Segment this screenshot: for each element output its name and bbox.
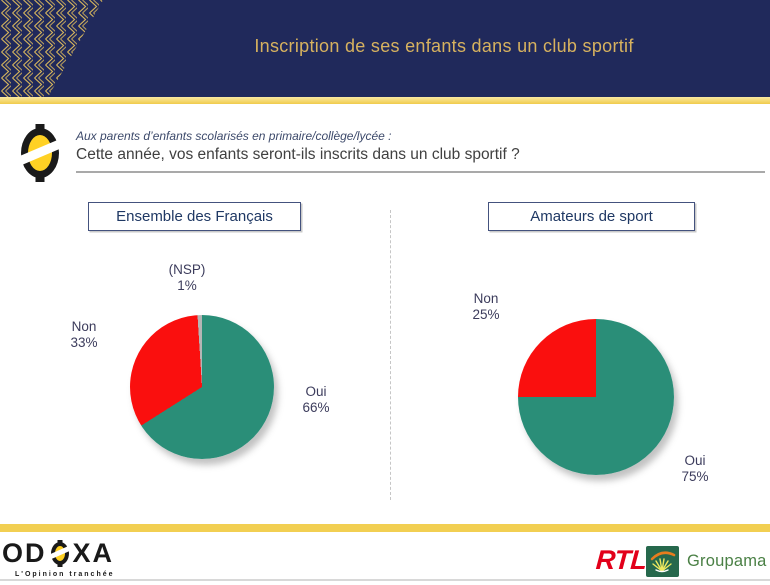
odoxa-o-icon-tab: [57, 540, 62, 543]
question-context: Aux parents d’enfants scolarisés en prim…: [76, 129, 392, 143]
footer-gold-band: [0, 524, 770, 532]
groupama-emblem-icon: [646, 546, 679, 577]
panel-title-label: Amateurs de sport: [530, 208, 653, 225]
odoxa-tagline: L'Opinion tranchée: [15, 571, 115, 578]
pie-label-name: Non: [71, 319, 97, 334]
footer-rule: [0, 579, 770, 581]
pie-chart-ensemble: [130, 315, 274, 459]
pie-chart-amateurs: [518, 319, 674, 475]
pie-label-name: Oui: [684, 453, 706, 468]
pie-label-name: Oui: [305, 384, 327, 399]
dashed-divider: [390, 210, 391, 500]
header: Inscription de ses enfants dans un club …: [0, 0, 770, 97]
odoxa-o-icon: [14, 124, 70, 182]
pie-label-value: 1%: [177, 278, 197, 293]
pie-label-oui: Oui 75%: [663, 453, 727, 485]
odoxa-o-icon-tab: [57, 564, 62, 567]
pie-label-value: 66%: [302, 400, 330, 415]
odoxa-letters-left: OD: [2, 538, 47, 568]
odoxa-o-icon: [46, 540, 73, 567]
pie-label-non: Non 33%: [52, 319, 116, 351]
gold-strip: [0, 97, 770, 104]
pie-label-oui: Oui 66%: [284, 384, 348, 416]
panel-title-amateurs: Amateurs de sport: [488, 202, 695, 231]
pie-label-value: 75%: [681, 469, 709, 484]
odoxa-logo: OD XA L'Opinion tranchée: [2, 540, 115, 579]
groupama-logo: Groupama: [646, 546, 767, 577]
rtl-logo: RTL: [594, 545, 648, 575]
question-underline: [76, 171, 765, 173]
odoxa-logo-letters: OD XA: [2, 540, 115, 567]
pie-label-name: Non: [473, 291, 499, 306]
pie-label-non: Non 25%: [454, 291, 518, 323]
pie-label-nsp: (NSP) 1%: [155, 262, 219, 294]
odoxa-o-icon-tab: [35, 124, 45, 130]
panel-title-label: Ensemble des Français: [116, 208, 273, 225]
odoxa-letters-right: XA: [72, 538, 115, 568]
groupama-wordmark: Groupama: [687, 552, 767, 570]
pie-label-value: 33%: [70, 335, 98, 350]
odoxa-o-icon-tab: [35, 176, 45, 182]
pie-label-value: 25%: [472, 307, 500, 322]
question-text: Cette année, vos enfants seront-ils insc…: [76, 146, 520, 163]
pie-label-name: (NSP): [168, 262, 206, 277]
page-title: Inscription de ses enfants dans un club …: [254, 36, 634, 56]
panel-title-ensemble: Ensemble des Français: [88, 202, 301, 231]
